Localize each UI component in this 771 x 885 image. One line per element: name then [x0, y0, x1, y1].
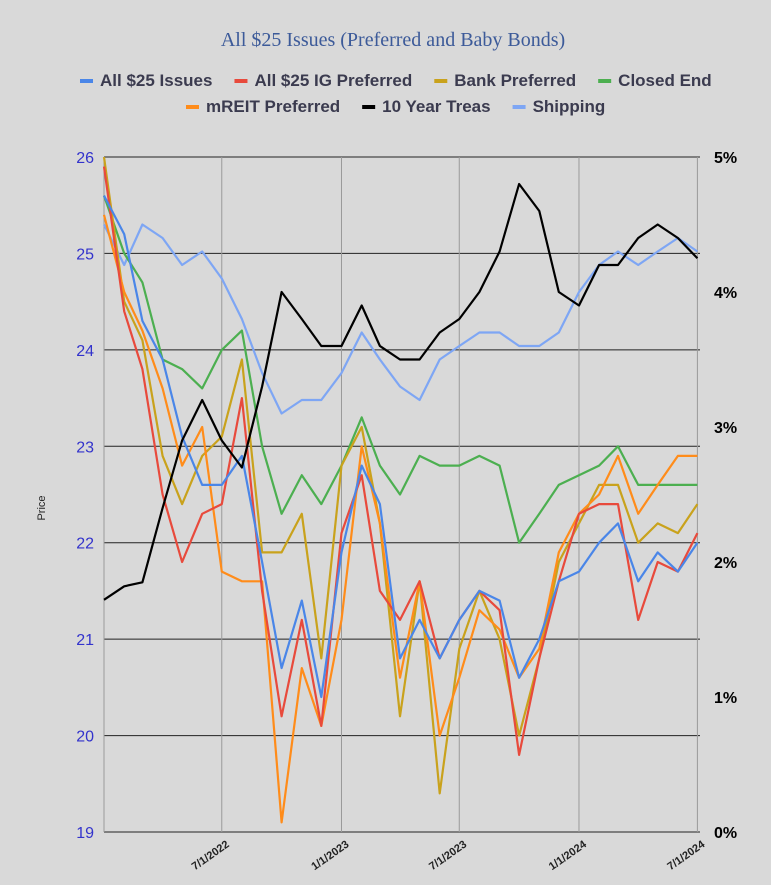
- y2-tick-label: 4%: [714, 285, 737, 302]
- legend-swatch: [598, 79, 612, 83]
- series-line-all-25-ig-preferred: [102, 166, 699, 757]
- gridlines: [103, 156, 700, 833]
- series-lines: [102, 156, 699, 824]
- legend-swatch: [80, 79, 93, 83]
- y-axis-right: 0% 1% 2% 3% 4% 5%: [714, 150, 737, 842]
- y2-tick-label: 1%: [714, 690, 737, 707]
- legend-item: All $25 Issues: [80, 71, 212, 90]
- y-axis-label: Price: [36, 495, 48, 520]
- legend-item: All $25 IG Preferred: [234, 71, 412, 90]
- legend-item: Bank Preferred: [434, 71, 576, 90]
- x-tick-label: 7/1/2022: [190, 839, 232, 873]
- x-tick-label: 7/1/2024: [665, 838, 708, 873]
- legend-swatch: [362, 105, 376, 109]
- y-tick-label: 25: [76, 246, 94, 263]
- legend-label: Closed End: [618, 71, 712, 90]
- legend-label: 10 Year Treas: [382, 97, 490, 116]
- legend-swatch: [434, 79, 448, 83]
- legend-label: All $25 Issues: [100, 71, 212, 90]
- y-tick-label: 21: [76, 632, 94, 649]
- series-line-10-year-treas: [103, 182, 699, 601]
- y-tick-label: 26: [76, 150, 94, 167]
- y-tick-label: 20: [76, 729, 94, 746]
- legend-item: mREIT Preferred: [186, 97, 340, 116]
- y-tick-label: 22: [76, 536, 94, 553]
- y2-tick-label: 0%: [714, 825, 737, 842]
- legend-swatch: [234, 79, 248, 83]
- legend-item: Closed End: [598, 71, 712, 90]
- series-line-shipping: [103, 223, 699, 415]
- legend-label: All $25 IG Preferred: [254, 71, 412, 90]
- x-tick-label: 7/1/2023: [427, 839, 469, 873]
- legend-swatch: [186, 105, 199, 109]
- y-tick-label: 23: [76, 439, 94, 456]
- chart-title: All $25 Issues (Preferred and Baby Bonds…: [221, 29, 565, 51]
- series-line-closed-end: [102, 195, 698, 544]
- x-tick-label: 1/1/2023: [309, 839, 351, 873]
- y2-tick-label: 2%: [714, 555, 737, 572]
- x-tick-label: 1/1/2024: [547, 838, 590, 873]
- legend-label: Shipping: [533, 97, 606, 116]
- y-tick-label: 19: [76, 825, 94, 842]
- legend: All $25 Issues All $25 IG Preferred Bank P…: [80, 71, 712, 116]
- series-line-all-25-issues: [103, 195, 699, 699]
- y2-tick-label: 3%: [714, 420, 737, 437]
- legend-item: 10 Year Treas: [362, 97, 491, 116]
- legend-item: Shipping: [512, 97, 606, 116]
- series-line-bank-preferred: [102, 156, 699, 795]
- legend-label: Bank Preferred: [454, 71, 576, 90]
- series-line-mreit-preferred: [102, 214, 698, 824]
- legend-label: mREIT Preferred: [206, 97, 340, 116]
- legend-swatch: [512, 105, 526, 109]
- y-axis-left: 19 20 21 22 23 24 25 26: [76, 150, 94, 842]
- y2-tick-label: 5%: [714, 150, 737, 167]
- y-tick-label: 24: [76, 343, 94, 360]
- x-axis: 7/1/2022 1/1/2023 7/1/2023 1/1/2024 7/1/2024: [190, 838, 708, 873]
